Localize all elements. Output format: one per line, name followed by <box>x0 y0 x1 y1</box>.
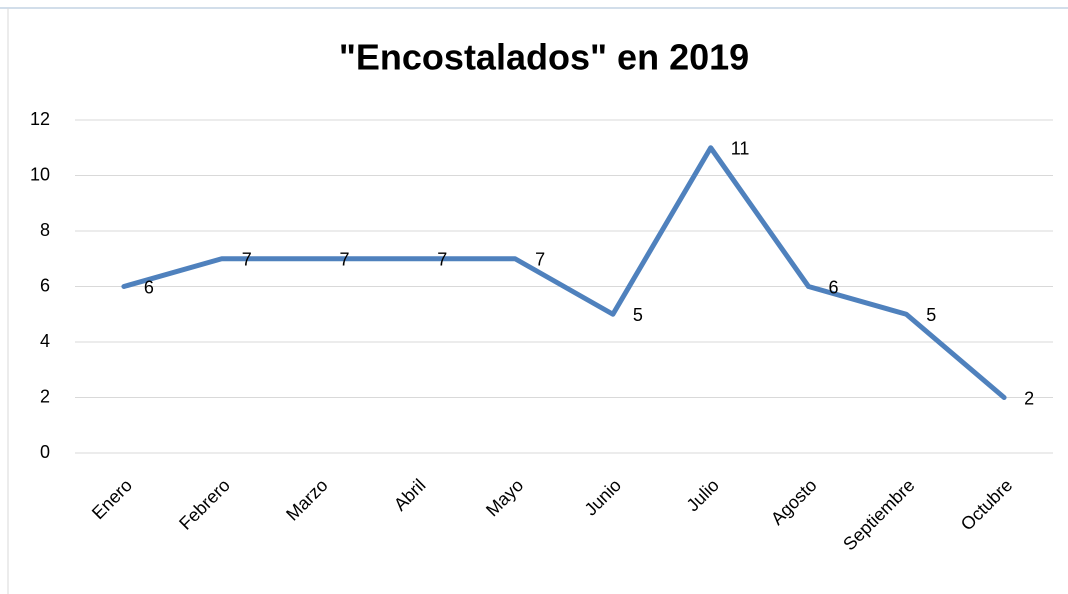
y-tick-label: 6 <box>40 275 50 295</box>
chart-title: "Encostalados" en 2019 <box>339 37 749 78</box>
data-label: 6 <box>144 277 154 297</box>
y-tick-label: 4 <box>40 331 50 351</box>
y-tick-label: 0 <box>40 442 50 462</box>
data-line <box>121 145 1007 400</box>
data-label: 5 <box>633 305 643 325</box>
data-label: 5 <box>926 305 936 325</box>
data-label: 2 <box>1024 388 1034 408</box>
data-label: 7 <box>242 250 252 270</box>
data-label: 6 <box>829 277 839 297</box>
y-tick-label: 12 <box>30 109 50 129</box>
data-label: 11 <box>731 139 750 159</box>
y-tick-label: 2 <box>40 386 50 406</box>
data-label: 7 <box>535 250 545 270</box>
y-tick-label: 8 <box>40 220 50 240</box>
y-tick-label: 10 <box>30 164 50 184</box>
data-label: 7 <box>340 250 350 270</box>
data-label: 7 <box>437 250 447 270</box>
